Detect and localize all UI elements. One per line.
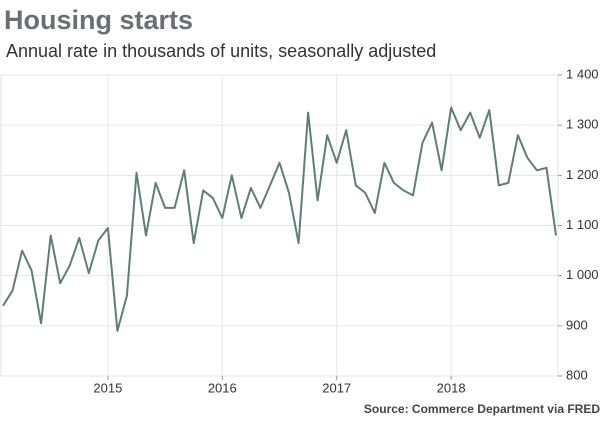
y-tick-label: 800	[566, 367, 588, 382]
source: Source: Commerce Department via FRED	[364, 402, 600, 416]
y-tick-label: 1 400	[566, 66, 599, 81]
series-line	[2, 106, 557, 332]
x-tick-label: 2017	[322, 380, 351, 395]
y-tick-label: 1 100	[566, 217, 599, 232]
chart-subtitle: Annual rate in thousands of units, seaso…	[6, 41, 436, 61]
x-tick-label: 2016	[208, 380, 237, 395]
y-tick-label: 1 200	[566, 167, 599, 182]
chart-title: Housing starts	[4, 5, 193, 35]
x-tick-label: 2018	[437, 380, 466, 395]
y-tick-label: 1 300	[566, 117, 599, 132]
y-tick-label: 900	[566, 317, 588, 332]
y-tick-label: 1 000	[566, 267, 599, 282]
x-tick-label: 2015	[93, 380, 122, 395]
